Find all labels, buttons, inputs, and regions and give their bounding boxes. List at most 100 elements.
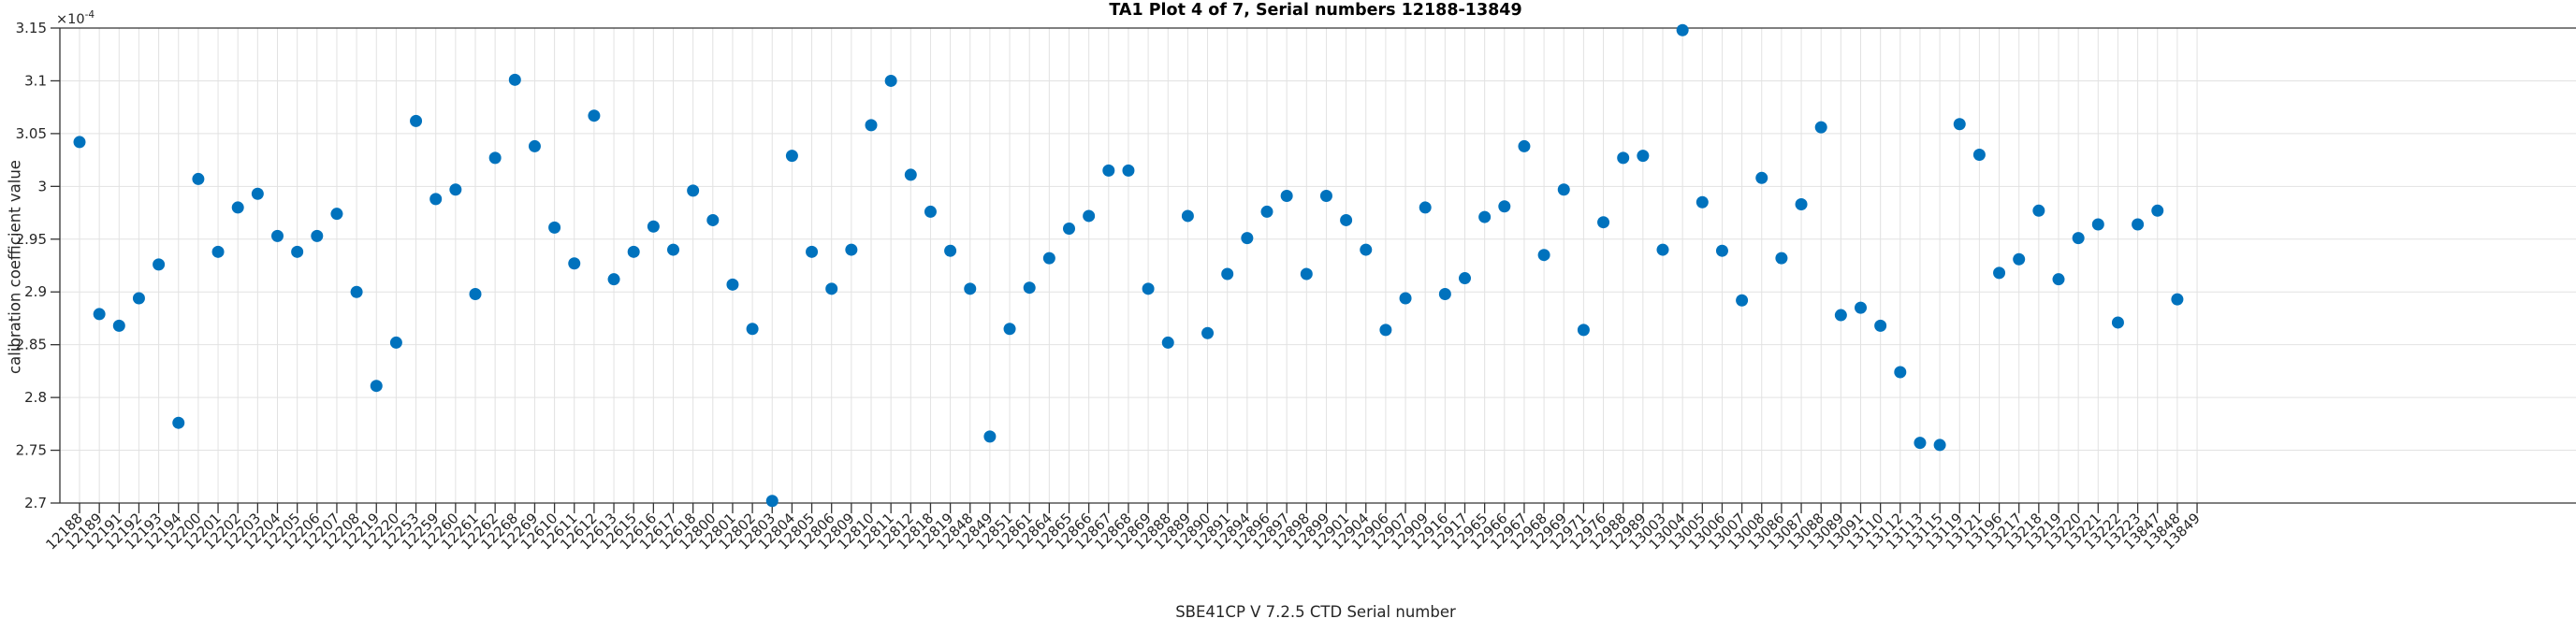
- data-point: [1319, 189, 1332, 202]
- data-point: [528, 139, 541, 152]
- data-point: [1577, 324, 1590, 337]
- data-point: [667, 243, 679, 256]
- y-tick-label: 2.8: [24, 389, 47, 406]
- data-point: [1478, 210, 1492, 223]
- data-point: [1181, 209, 1194, 223]
- y-tick-label: 2.9: [24, 283, 47, 300]
- data-point: [726, 278, 739, 291]
- data-point: [1597, 216, 1610, 229]
- data-point: [1834, 309, 1847, 322]
- data-point: [449, 183, 462, 196]
- data-point: [330, 208, 343, 221]
- data-point: [251, 187, 264, 200]
- data-point: [73, 136, 86, 149]
- data-point: [1201, 326, 1215, 339]
- data-point: [1874, 319, 1887, 332]
- data-point: [1300, 267, 1313, 281]
- data-point: [132, 292, 145, 305]
- data-point: [1063, 222, 1075, 235]
- data-point: [1755, 171, 1768, 184]
- data-point: [1142, 282, 1155, 295]
- data-point: [1537, 249, 1550, 262]
- y-tick-label: 2.95: [16, 231, 47, 248]
- data-point: [964, 282, 977, 295]
- data-point: [1083, 209, 1096, 223]
- y-tick-label: 3.1: [24, 72, 47, 89]
- data-point: [370, 380, 383, 393]
- data-point: [508, 73, 521, 86]
- data-point: [1557, 183, 1570, 196]
- data-point: [211, 245, 225, 258]
- data-point: [1993, 266, 2006, 280]
- y-axis-label: calibration coefficient value: [6, 160, 24, 374]
- chart-title: TA1 Plot 4 of 7, Serial numbers 12188-13…: [1109, 1, 1522, 20]
- data-point: [93, 308, 106, 321]
- data-point: [1933, 439, 1946, 452]
- data-point: [1637, 150, 1650, 163]
- data-point: [2013, 252, 2026, 266]
- data-point: [983, 430, 997, 443]
- y-axis-exponent-base: ×10: [56, 11, 85, 27]
- data-point: [231, 201, 244, 214]
- data-point: [2072, 232, 2085, 245]
- data-point: [548, 221, 561, 234]
- data-point: [1023, 281, 1036, 295]
- data-point: [924, 205, 937, 218]
- data-point: [350, 285, 363, 298]
- data-point: [1736, 294, 1749, 307]
- data-point: [2052, 273, 2065, 286]
- data-point: [1617, 151, 1630, 165]
- data-point: [785, 150, 798, 163]
- data-point: [944, 244, 957, 257]
- data-point: [488, 151, 502, 165]
- y-tick-label: 2.85: [16, 337, 47, 353]
- data-point: [2091, 218, 2104, 231]
- data-point: [1914, 437, 1927, 450]
- data-point: [172, 416, 185, 429]
- y-tick-label: 3.15: [16, 20, 47, 36]
- data-point: [1795, 198, 1808, 211]
- data-point: [1280, 189, 1293, 202]
- data-point: [1656, 243, 1669, 256]
- data-point: [845, 243, 858, 256]
- y-tick-label: 2.7: [24, 495, 47, 511]
- data-point: [192, 172, 205, 185]
- data-point: [1676, 23, 1689, 36]
- data-point: [765, 495, 779, 508]
- data-point: [865, 119, 878, 132]
- data-point: [1003, 323, 1016, 336]
- data-point: [1419, 201, 1432, 214]
- data-point: [1102, 164, 1115, 177]
- data-point: [687, 184, 700, 197]
- data-point: [291, 245, 304, 258]
- data-point: [806, 245, 819, 258]
- data-point: [1379, 324, 1392, 337]
- data-point: [1161, 336, 1174, 349]
- data-point: [1894, 366, 1907, 379]
- y-tick-label: 3: [37, 178, 47, 194]
- data-point: [1814, 121, 1827, 134]
- data-point: [1715, 244, 1728, 257]
- data-point: [1953, 118, 1966, 131]
- data-point: [1696, 195, 1709, 209]
- data-point: [389, 336, 402, 349]
- data-point: [469, 287, 482, 300]
- x-axis-label: SBE41CP V 7.2.5 CTD Serial number: [1175, 603, 1456, 621]
- data-point: [1340, 213, 1353, 226]
- data-point: [1855, 301, 1867, 314]
- data-point: [884, 74, 897, 87]
- data-point: [112, 319, 125, 332]
- data-point: [1972, 148, 1986, 161]
- data-point: [1260, 205, 1273, 218]
- data-point: [588, 109, 601, 122]
- data-point: [311, 229, 324, 242]
- y-axis-exponent: ×10-4: [56, 9, 95, 27]
- y-tick-label: 3.05: [16, 125, 47, 142]
- data-point: [1459, 272, 1471, 285]
- data-point: [825, 282, 838, 295]
- data-point: [627, 245, 640, 258]
- data-point: [647, 220, 660, 233]
- data-point: [271, 229, 284, 242]
- data-point: [706, 213, 720, 226]
- data-point: [1438, 287, 1451, 300]
